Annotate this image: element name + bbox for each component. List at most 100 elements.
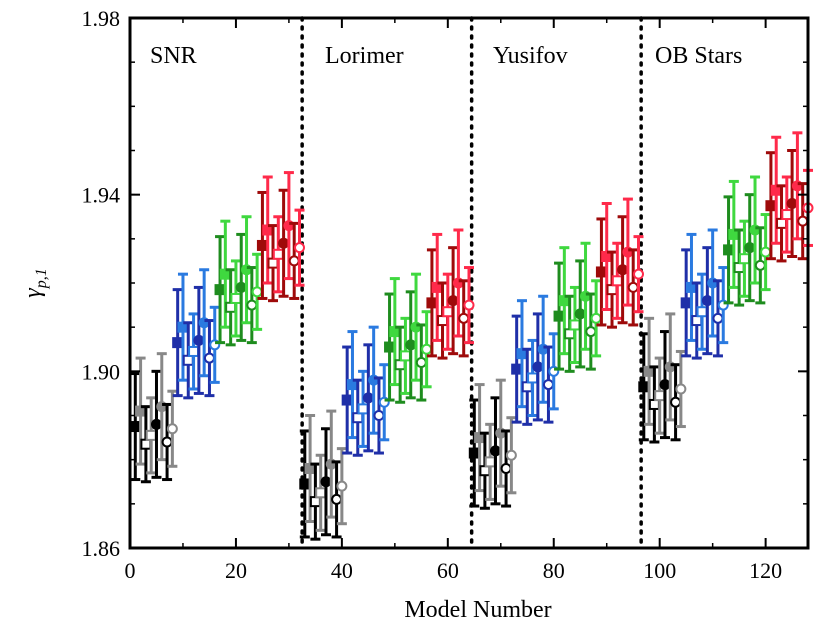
marker-filled-circle: [320, 476, 332, 488]
marker-filled-square: [262, 224, 274, 236]
data-point: [611, 241, 623, 320]
data-point: [627, 248, 639, 327]
marker-filled-square: [474, 432, 486, 444]
marker-open-circle: [627, 281, 639, 293]
marker-open-square: [738, 253, 750, 265]
marker-filled-square: [643, 365, 655, 377]
marker-filled-circle: [786, 198, 798, 209]
marker-filled-square: [426, 297, 438, 309]
y-tick-label: 1.86: [82, 536, 121, 561]
marker-open-circle: [590, 312, 602, 324]
data-point: [654, 356, 666, 435]
marker-open-circle: [585, 326, 597, 338]
marker-open-square: [781, 209, 793, 221]
marker-open-circle: [670, 396, 682, 408]
marker-open-circle: [288, 255, 300, 267]
marker-filled-circle: [617, 264, 629, 276]
data-point: [675, 349, 687, 429]
data-point: [638, 332, 650, 442]
data-point: [463, 266, 475, 345]
data-point: [548, 332, 560, 411]
marker-open-circle: [754, 259, 766, 271]
plot-frame: [128, 16, 810, 550]
data-point: [606, 250, 618, 329]
marker-open-square: [442, 306, 454, 318]
marker-filled-square: [595, 266, 607, 278]
data-point: [712, 279, 724, 358]
data-point: [479, 431, 491, 510]
data-point: [569, 285, 581, 364]
marker-open-square: [484, 456, 496, 468]
marker-open-circle: [336, 480, 348, 492]
marker-filled-square: [299, 478, 311, 490]
marker-filled-square: [516, 348, 528, 360]
data-point: [437, 281, 449, 360]
data-point: [225, 268, 237, 347]
marker-open-circle: [294, 242, 305, 254]
marker-open-circle: [421, 343, 433, 355]
marker-open-square: [230, 292, 242, 304]
marker-open-square: [315, 487, 327, 499]
data-point: [331, 460, 343, 539]
marker-open-circle: [463, 299, 475, 311]
data-point: [230, 259, 242, 338]
marker-filled-circle: [193, 334, 205, 346]
marker-open-square: [272, 248, 284, 260]
x-tick-label: 120: [749, 558, 782, 583]
marker-open-circle: [675, 383, 687, 395]
marker-open-square: [733, 262, 745, 274]
marker-open-square: [309, 496, 321, 508]
data-point: [553, 261, 565, 371]
data-point: [670, 363, 682, 442]
y-axis-title: γp,1: [20, 268, 50, 297]
data-point: [352, 378, 364, 457]
marker-open-circle: [500, 463, 512, 474]
marker-filled-square: [135, 405, 147, 417]
x-axis-title: Model Number: [404, 597, 551, 623]
marker-filled-circle: [447, 295, 459, 307]
marker-open-square: [696, 306, 708, 318]
marker-open-circle: [415, 357, 427, 368]
marker-filled-square: [468, 447, 480, 459]
y-tick-label: 1.94: [82, 183, 121, 208]
data-point: [505, 416, 517, 495]
marker-filled-circle: [701, 295, 713, 307]
data-point: [251, 252, 263, 331]
data-point: [421, 310, 433, 389]
data-point: [378, 363, 390, 442]
marker-filled-circle: [362, 392, 374, 404]
marker-filled-circle: [235, 281, 247, 293]
marker-open-circle: [633, 268, 644, 280]
data-point: [765, 151, 777, 261]
marker-open-circle: [161, 436, 173, 448]
data-point: [129, 372, 141, 482]
data-point: [680, 248, 692, 358]
marker-open-square: [606, 284, 618, 296]
marker-filled-square: [256, 239, 268, 251]
data-point: [754, 226, 766, 305]
data-point: [140, 405, 152, 484]
data-point: [182, 321, 194, 400]
marker-filled-circle: [744, 242, 756, 254]
data-point: [733, 228, 745, 307]
marker-filled-circle: [405, 339, 417, 351]
x-tick-label: 80: [543, 558, 565, 583]
data-point: [776, 184, 788, 263]
data-point: [246, 266, 258, 345]
marker-filled-square: [770, 184, 782, 196]
marker-open-square: [145, 429, 157, 441]
data-point: [696, 272, 708, 351]
marker-open-circle: [373, 410, 385, 421]
marker-open-square: [564, 328, 576, 340]
data-point: [272, 215, 284, 294]
x-tick-label: 40: [331, 558, 353, 583]
panel-label: Lorimer: [325, 43, 404, 69]
data-point: [384, 292, 396, 402]
data-point: [458, 279, 470, 358]
y-tick-label: 1.98: [82, 6, 121, 31]
data-point: [595, 217, 607, 327]
marker-filled-square: [219, 268, 231, 280]
panel-label: OB Stars: [655, 43, 742, 69]
data-point: [717, 266, 729, 345]
data-point: [701, 246, 713, 356]
